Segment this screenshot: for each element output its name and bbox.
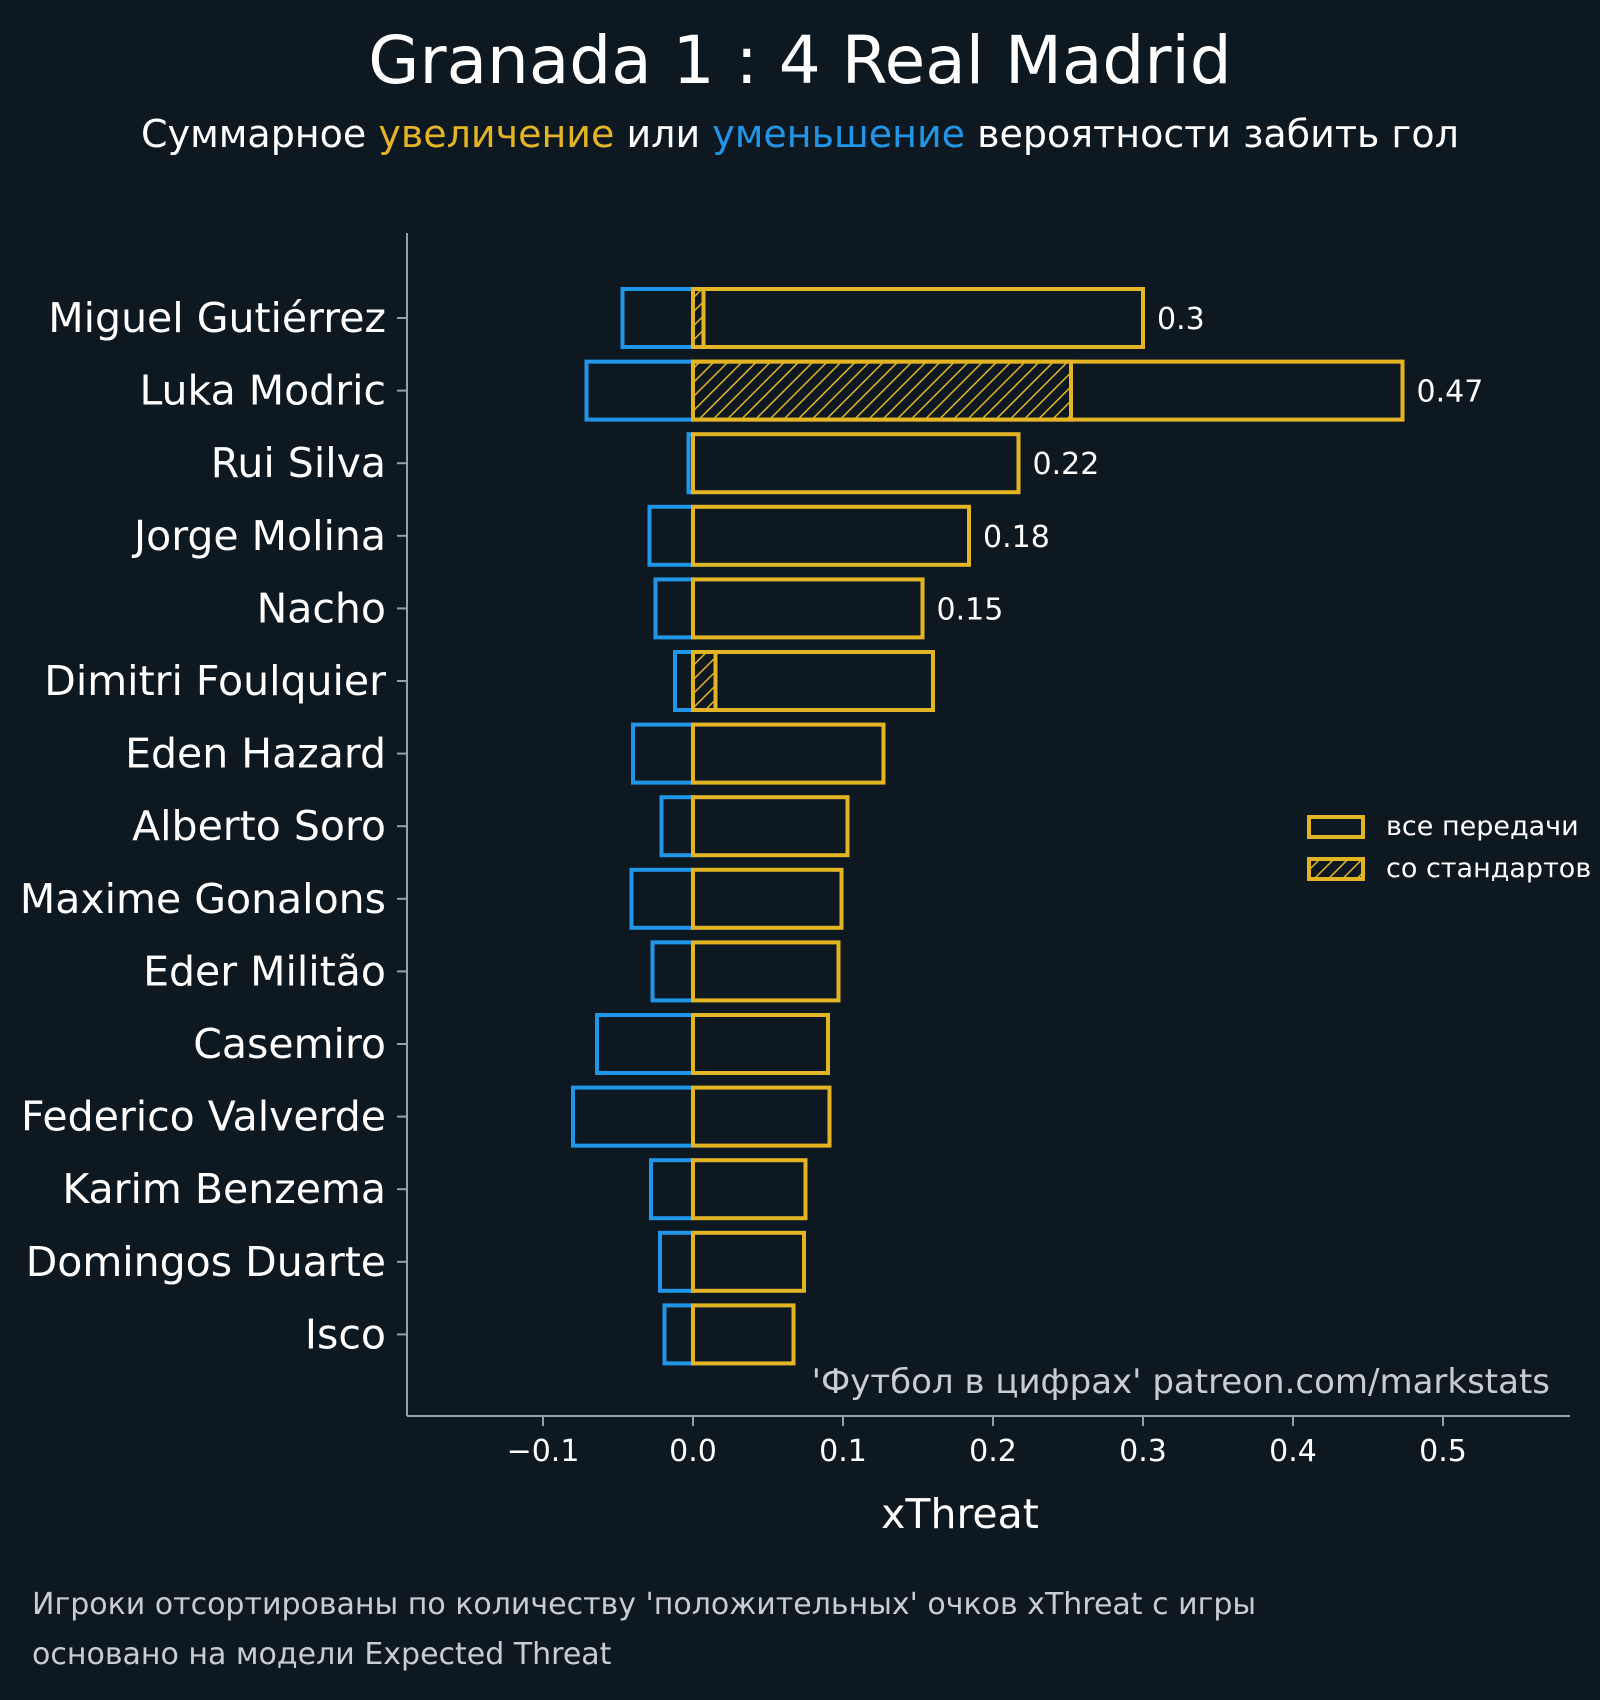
positive-bar [691,577,925,640]
positive-bar [691,722,886,785]
legend-label-set-pieces: со стандартов [1386,853,1591,884]
legend-label-all-passes: все передачи [1386,811,1579,842]
subtitle-increase: увеличение [378,112,615,156]
negative-bar [653,577,695,640]
negative-bar [662,1303,695,1366]
x-tick-label: 0.0 [669,1434,717,1469]
positive-bar [691,1013,830,1075]
category-label: Karim Benzema [62,1165,386,1213]
value-label: 0.3 [1157,302,1205,337]
positive-bar [691,504,971,567]
x-axis-label: xThreat [881,1490,1039,1538]
negative-bar [595,1013,695,1075]
x-tick-label: 0.3 [1119,1434,1167,1469]
positive-bar [691,1158,808,1221]
category-label: Domingos Duarte [26,1238,386,1286]
x-tick-label: 0.1 [819,1434,867,1469]
footnote-line-1: Игроки отсортированы по количеству 'поло… [32,1587,1257,1622]
x-tick-label: −0.1 [507,1434,580,1469]
positive-bar [691,287,1145,349]
category-label: Eder Militão [143,947,386,995]
negative-bar [629,867,695,930]
category-label: Rui Silva [211,439,386,487]
subtitle-suffix: вероятности забить гол [965,112,1459,156]
category-label: Casemiro [193,1020,386,1068]
watermark: 'Футбол в цифрах' patreon.com/markstats [812,1362,1550,1402]
category-label: Nacho [257,584,386,632]
chart-title: Granada 1 : 4 Real Madrid [368,22,1232,99]
category-label: Isco [305,1310,386,1358]
footnote: Игроки отсортированы по количеству 'поло… [32,1580,1256,1680]
positive-bar [691,940,841,1003]
category-label: Maxime Gonalons [20,875,386,923]
x-tick-label: 0.4 [1269,1434,1317,1469]
negative-bar [650,940,695,1003]
value-label: 0.15 [937,592,1004,627]
set-piece-bar [691,650,718,712]
legend-swatch-all-passes [1307,815,1365,839]
value-label: 0.47 [1417,375,1484,410]
category-label: Miguel Gutiérrez [48,294,386,342]
value-label: 0.22 [1033,447,1100,482]
xthreat-bar-chart: 0.3 0.47 0.22 0.18 0.15 Miguel Gutiérrez Luka… [20,233,1591,1538]
positive-bar [691,1230,806,1293]
negative-bar [631,722,695,785]
category-label: Federico Valverde [21,1093,386,1141]
category-label: Alberto Soro [132,802,386,850]
negative-bar [658,1230,695,1293]
category-label: Luka Modric [139,367,386,415]
positive-bar [691,359,1405,422]
chart-subtitle: Суммарное увеличение или уменьшение веро… [0,112,1600,156]
x-tick-label: 0.5 [1419,1434,1467,1469]
set-piece-bar [691,359,1073,422]
positive-bar [691,1085,832,1148]
subtitle-prefix: Суммарное [141,112,379,156]
legend-swatch-set-pieces [1307,857,1365,881]
x-tick-label: 0.2 [969,1434,1017,1469]
positive-bar [691,432,1021,495]
category-label: Eden Hazard [125,730,386,778]
subtitle-decrease: уменьшение [712,112,966,156]
negative-bar [649,1158,695,1221]
positive-bar [691,650,935,712]
negative-bar [620,287,695,349]
value-label: 0.18 [983,520,1050,555]
negative-bar [673,650,695,712]
subtitle-middle: или [614,112,713,156]
negative-bar [584,359,695,422]
footnote-line-2: основано на модели Expected Threat [32,1637,612,1672]
positive-bar [691,867,844,930]
positive-bar [691,795,850,858]
positive-bar [691,1303,796,1366]
negative-bar [659,795,695,858]
negative-bar [647,504,695,567]
category-label: Dimitri Foulquier [44,657,386,705]
negative-bar [571,1085,695,1148]
category-label: Jorge Molina [131,512,386,560]
